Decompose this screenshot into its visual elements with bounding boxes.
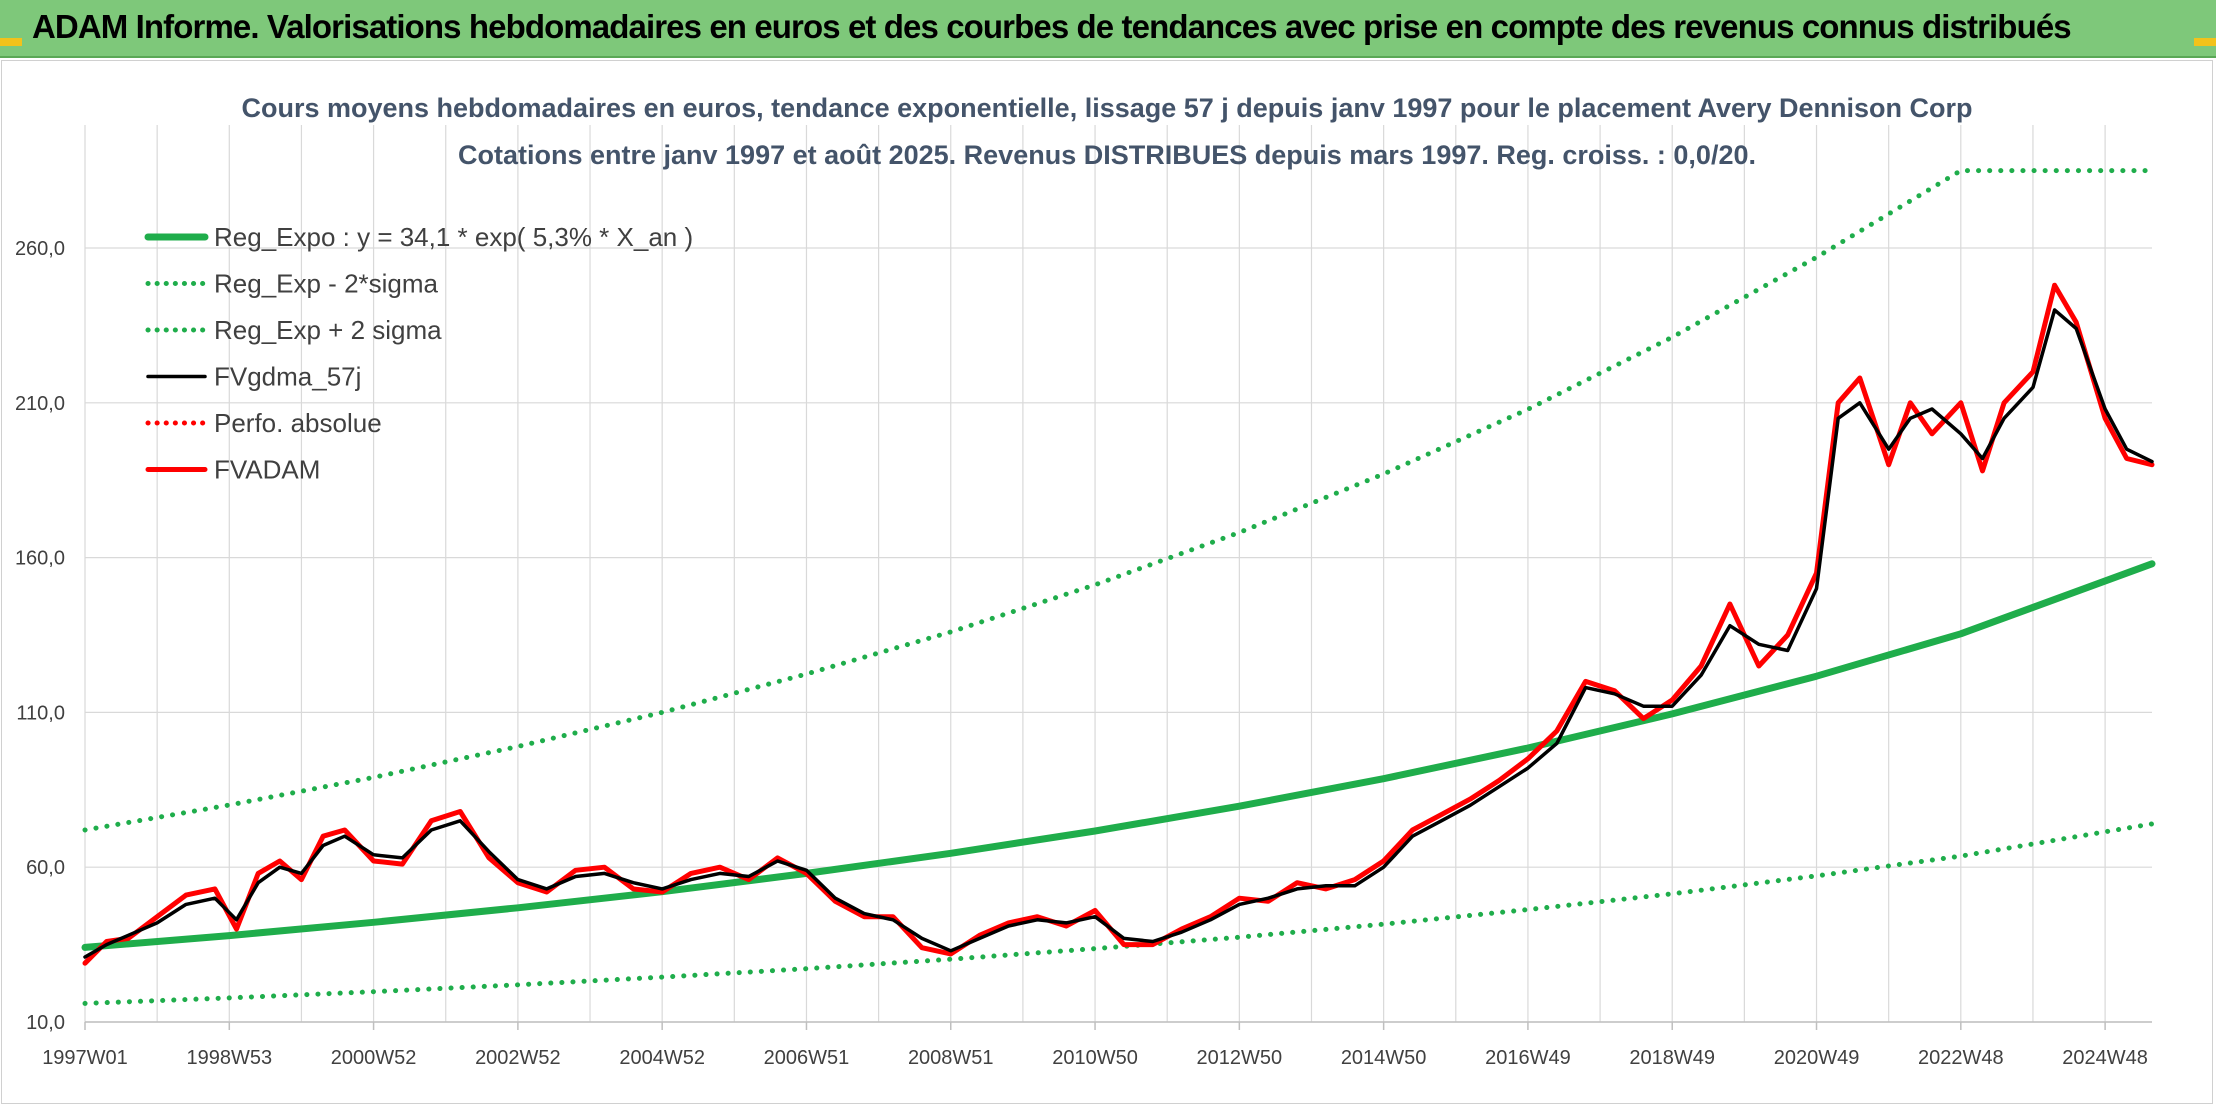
- chart-subtitle: Cotations entre janv 1997 et août 2025. …: [458, 140, 1756, 170]
- y-tick-label: 260,0: [15, 238, 65, 260]
- legend-label: Reg_Exp + 2 sigma: [214, 315, 442, 345]
- chart-frame: [1, 60, 2213, 1104]
- legend-label: Reg_Exp - 2*sigma: [214, 269, 439, 299]
- x-tick-label: 2024W48: [2062, 1047, 2148, 1069]
- legend-label: FVgdma_57j: [214, 362, 361, 392]
- series-line-3: [83, 308, 2154, 959]
- x-tick-label: 2000W52: [331, 1047, 417, 1069]
- x-tick-label: 2022W48: [1918, 1047, 2004, 1069]
- y-tick-label: 160,0: [15, 548, 65, 570]
- plot-area: [81, 168, 2156, 1006]
- x-tick-label: 2010W50: [1052, 1047, 1138, 1069]
- x-tick-label: 1998W53: [186, 1047, 272, 1069]
- x-tick-label: 2018W49: [1629, 1047, 1715, 1069]
- legend: Reg_Expo : y = 34,1 * exp( 5,3% * X_an )…: [144, 222, 693, 485]
- y-axis: 10,0 60,0 110,0 160,0 210,0 260,0: [15, 238, 65, 1034]
- series-line-5: [82, 282, 2155, 966]
- corner-marker: [2194, 38, 2216, 46]
- y-tick-label: 60,0: [26, 857, 65, 879]
- legend-label: Perfo. absolue: [214, 408, 382, 438]
- x-tick-label: 2004W52: [619, 1047, 705, 1069]
- x-tick-label: 2016W49: [1485, 1047, 1571, 1069]
- x-tick-label: 2012W50: [1197, 1047, 1283, 1069]
- x-tick-label: 2020W49: [1774, 1047, 1860, 1069]
- series-line-2: [82, 168, 2155, 833]
- x-tick-label: 2014W50: [1341, 1047, 1427, 1069]
- chart-title: Cours moyens hebdomadaires en euros, ten…: [241, 93, 1972, 123]
- legend-label: FVADAM: [214, 455, 320, 485]
- corner-marker: [0, 38, 22, 46]
- x-tick-label: 2002W52: [475, 1047, 561, 1069]
- series-line-0: [81, 560, 2156, 951]
- x-tick-label: 2006W51: [764, 1047, 850, 1069]
- y-tick-label: 210,0: [15, 393, 65, 415]
- gridlines: [84, 125, 2152, 1023]
- legend-label: Reg_Expo : y = 34,1 * exp( 5,3% * X_an ): [214, 222, 693, 252]
- x-axis: 1997W01 1998W53 2000W52 2002W52 2004W52 2006W…: [42, 1022, 2148, 1069]
- y-tick-label: 10,0: [26, 1012, 65, 1034]
- x-tick-label: 1997W01: [42, 1047, 128, 1069]
- report-title: ADAM Informe. Valorisations hebdomadaire…: [32, 8, 2072, 45]
- y-tick-label: 110,0: [16, 702, 65, 724]
- x-tick-label: 2008W51: [908, 1047, 994, 1069]
- series-line-1: [82, 821, 2155, 1006]
- report-banner: ADAM Informe. Valorisations hebdomadaire…: [0, 0, 2216, 58]
